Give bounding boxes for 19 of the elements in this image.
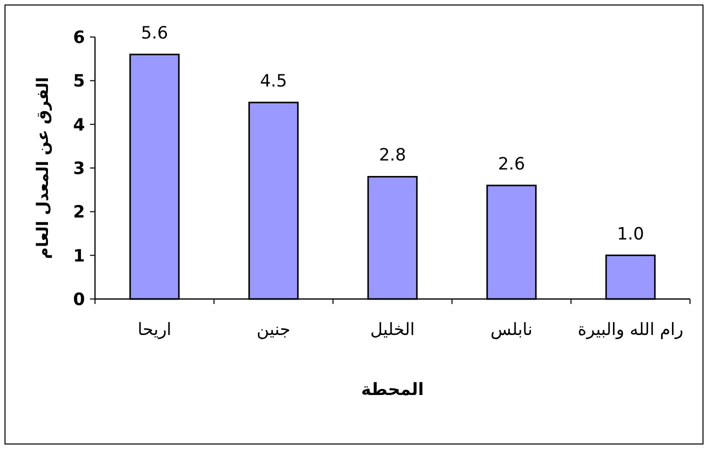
- y-tick-label: 0: [73, 290, 86, 310]
- x-tick-label: اريحا: [138, 320, 172, 340]
- data-label: 2.6: [498, 154, 526, 174]
- y-tick-label: 6: [73, 28, 85, 48]
- y-tick-label: 5: [73, 72, 85, 92]
- data-label: 2.8: [378, 146, 406, 166]
- x-tick-label: الخليل: [370, 320, 415, 340]
- y-axis-title: الفرق عن المعدل العام: [33, 77, 52, 259]
- x-tick-label: جنين: [256, 320, 290, 340]
- x-axis-title: المحطة: [361, 380, 424, 400]
- y-tick-label: 3: [73, 159, 85, 179]
- data-label: 4.5: [260, 72, 288, 92]
- y-tick-label: 4: [73, 115, 86, 136]
- y-tick-label: 1: [73, 246, 85, 266]
- y-tick-label: 2: [73, 202, 85, 223]
- x-tick-label: نابلس: [490, 320, 532, 340]
- x-tick-label: رام الله والبيرة: [578, 320, 684, 340]
- data-label: 5.6: [140, 23, 168, 44]
- data-label: 1.0: [616, 224, 644, 244]
